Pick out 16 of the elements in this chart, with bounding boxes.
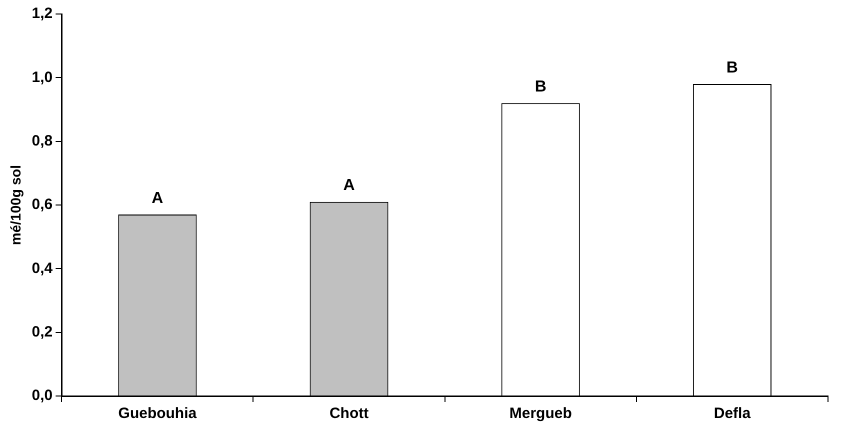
x-tick-label: Chott	[329, 405, 369, 422]
y-tick-label: 1,0	[32, 68, 53, 86]
x-tick-label: Defla	[714, 405, 752, 422]
y-tick-label: 0,4	[32, 260, 54, 277]
y-tick-label: 0,2	[32, 323, 53, 340]
y-axis-title: mé/100g sol	[7, 164, 24, 246]
annotation: B	[534, 78, 546, 96]
annotation: B	[726, 59, 738, 76]
y-tick-label: 0,8	[32, 132, 53, 150]
annotation: A	[152, 190, 164, 207]
x-tick-label: Guebouhia	[118, 405, 198, 422]
x-tick-label: Mergueb	[509, 405, 572, 422]
y-tick-label: 0,6	[32, 196, 53, 214]
annotation: A	[343, 177, 356, 194]
y-tick-label: 1,2	[32, 5, 53, 22]
y-tick-label: 0,0	[32, 387, 53, 404]
